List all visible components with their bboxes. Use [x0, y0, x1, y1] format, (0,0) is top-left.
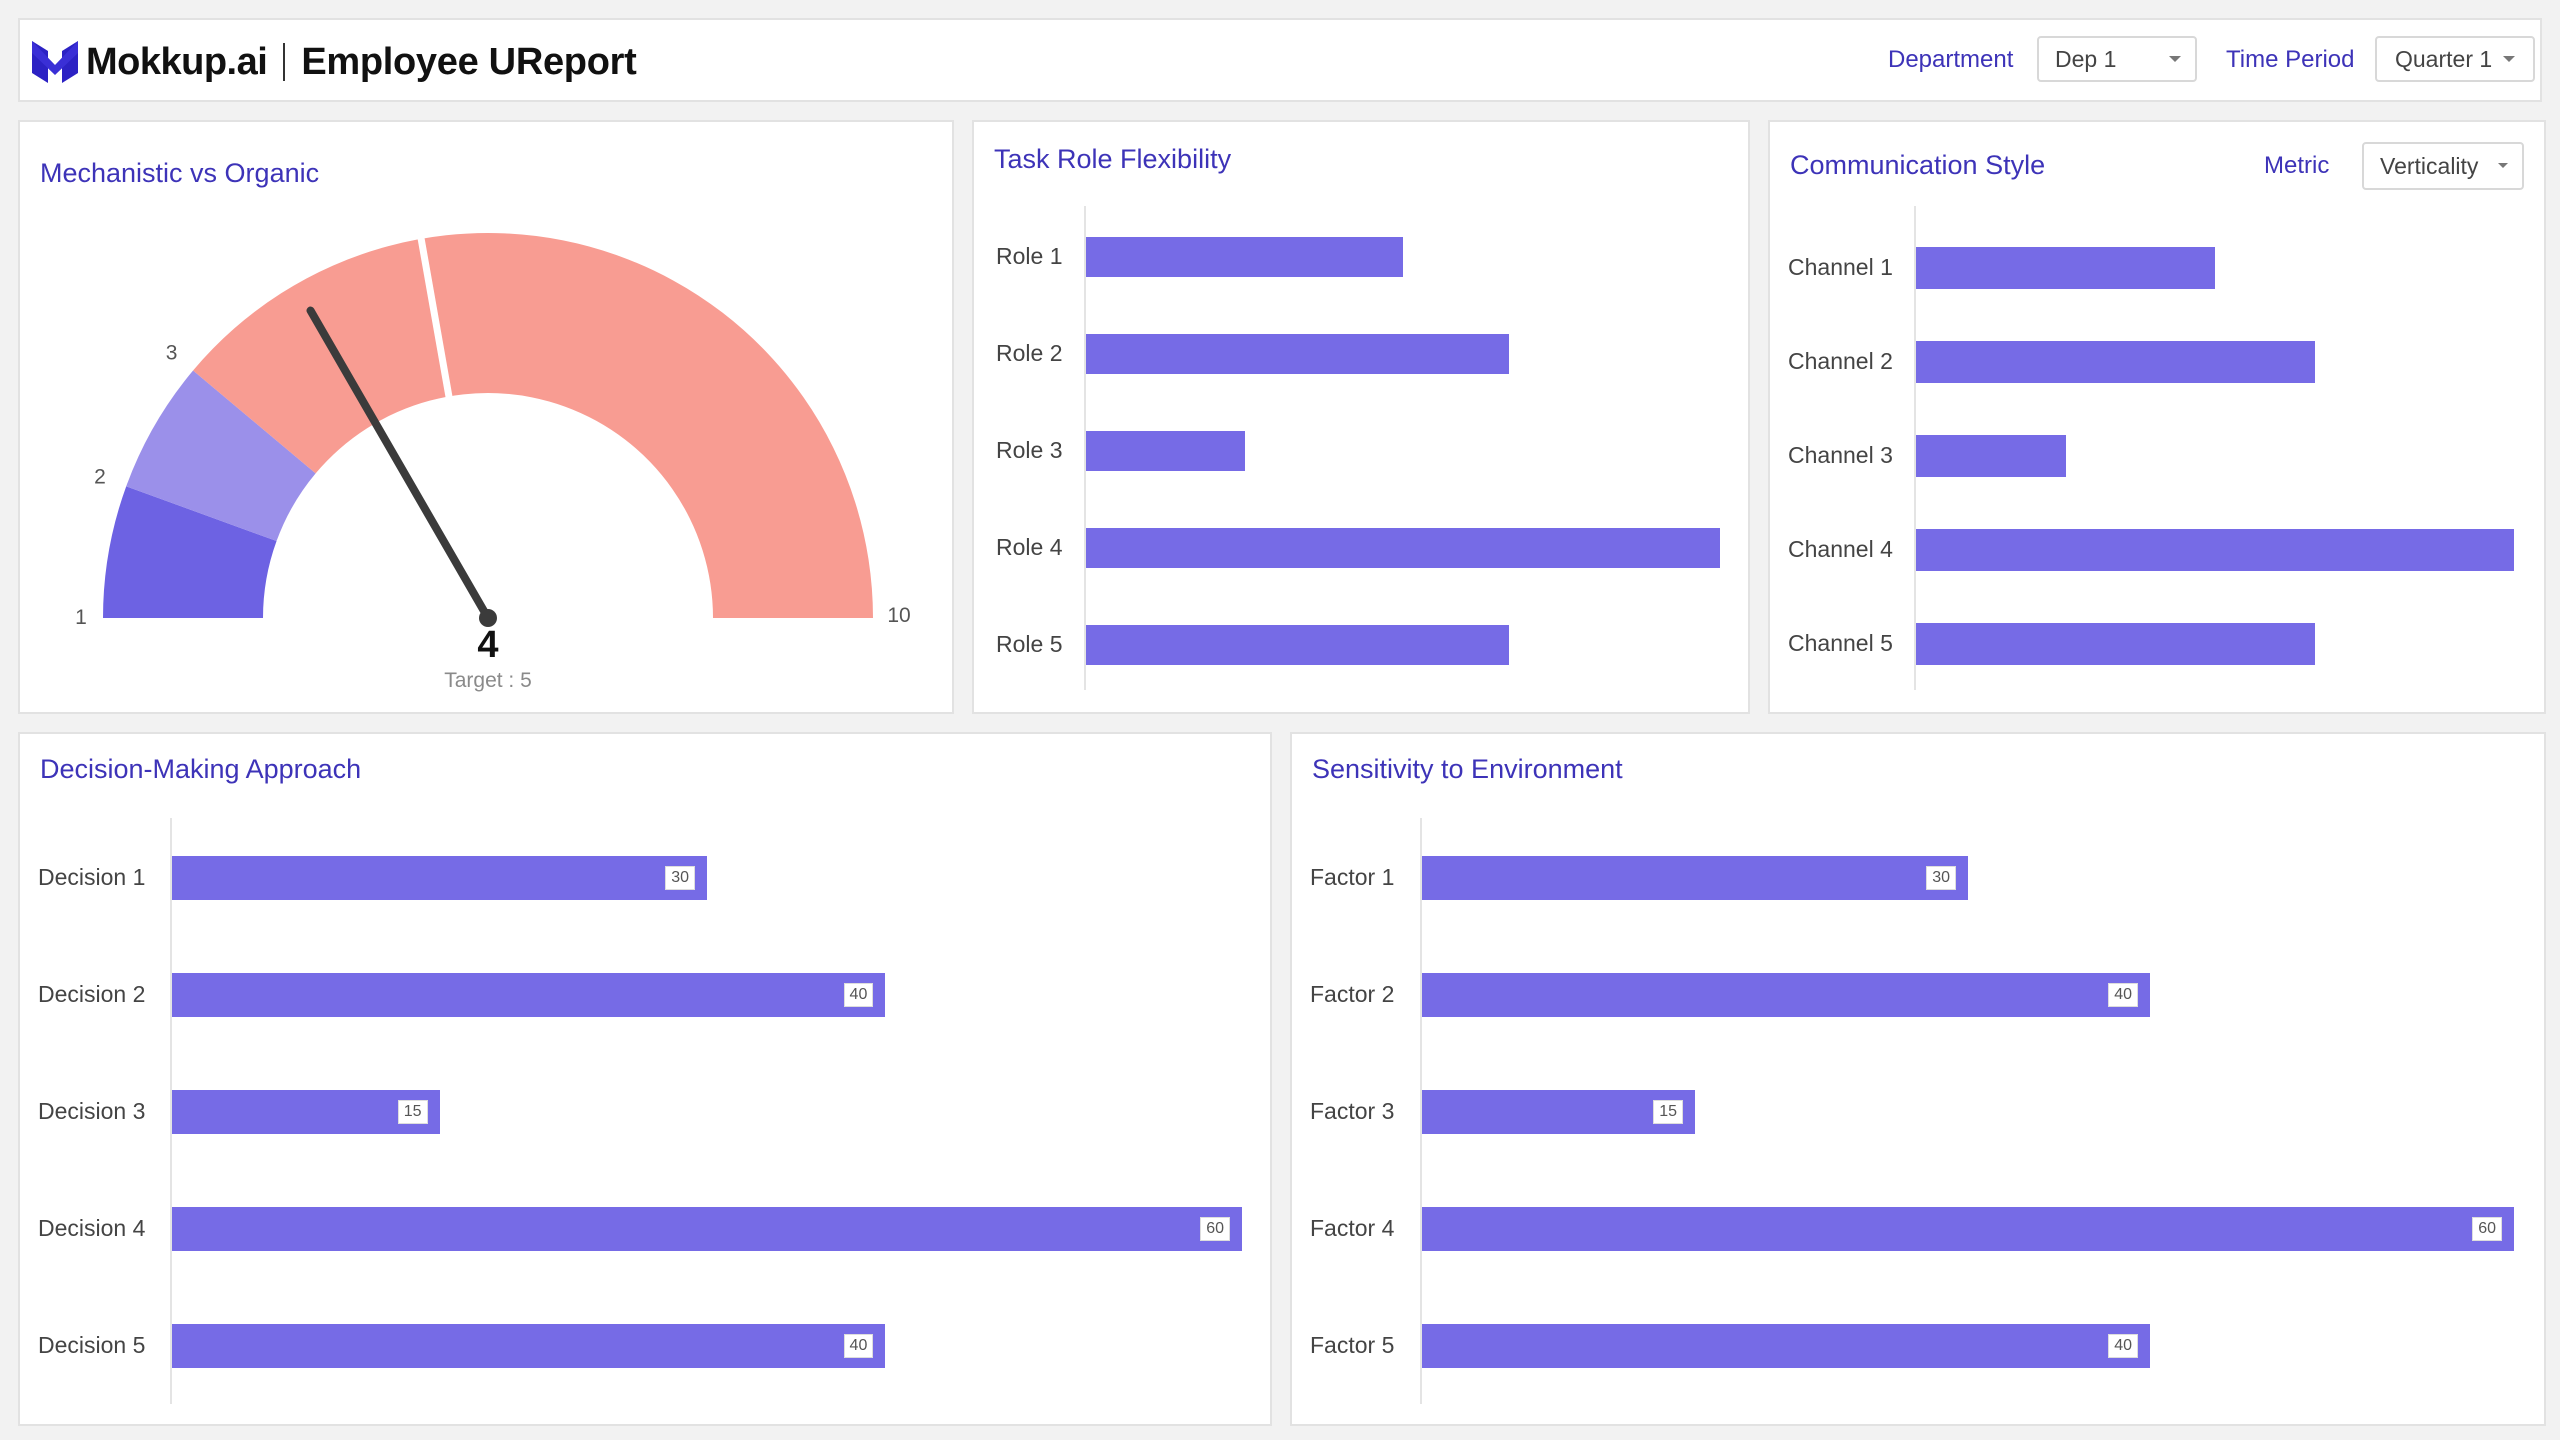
- bar[interactable]: [1422, 1324, 2150, 1368]
- category-label: Factor 5: [1310, 1332, 1395, 1358]
- time-period-value: Quarter 1: [2395, 45, 2493, 72]
- bar[interactable]: [1422, 1207, 2514, 1251]
- department-value: Dep 1: [2055, 45, 2117, 72]
- bar[interactable]: [172, 1090, 440, 1134]
- data-label: 40: [2108, 983, 2138, 1007]
- bar[interactable]: [1422, 973, 2150, 1017]
- gauge-value: 4: [477, 624, 498, 666]
- category-label: Decision 1: [38, 864, 146, 890]
- metric-label: Metric: [2264, 152, 2330, 179]
- bar[interactable]: [1916, 529, 2514, 571]
- category-label: Role 1: [996, 243, 1063, 269]
- category-label: Role 2: [996, 340, 1063, 366]
- chart-axis-line: [1914, 206, 1916, 690]
- data-label: 15: [1653, 1100, 1683, 1124]
- time-period-select[interactable]: Quarter 1: [2375, 36, 2535, 82]
- time-period-label: Time Period: [2226, 46, 2355, 73]
- category-label: Decision 4: [38, 1215, 146, 1241]
- gauge-segment-low: [103, 486, 277, 618]
- gauge-segment-high: [193, 233, 874, 618]
- category-label: Role 4: [996, 534, 1063, 560]
- bar[interactable]: [1916, 435, 2066, 477]
- app-title: Employee UReport: [301, 40, 637, 83]
- category-label: Decision 5: [38, 1332, 146, 1358]
- bar[interactable]: [1422, 1090, 1695, 1134]
- gauge-needle: [306, 306, 492, 622]
- chart-axis-line: [1420, 818, 1422, 1404]
- bar[interactable]: [1916, 341, 2315, 383]
- category-label: Channel 4: [1788, 536, 1893, 562]
- category-label: Factor 1: [1310, 864, 1395, 890]
- bar[interactable]: [1086, 431, 1245, 471]
- category-label: Role 5: [996, 631, 1063, 657]
- category-label: Channel 3: [1788, 442, 1893, 468]
- metric-value: Verticality: [2380, 152, 2479, 179]
- category-label: Channel 1: [1788, 254, 1893, 280]
- data-label: 15: [397, 1100, 428, 1124]
- bar[interactable]: [172, 1324, 886, 1368]
- metric-select[interactable]: Verticality: [2362, 142, 2524, 190]
- header-bar: Mokkup.ai Employee UReport Department De…: [18, 18, 2542, 102]
- mokkup-logo-icon: [32, 41, 78, 83]
- gauge-tick-1: 1: [75, 606, 87, 629]
- title-divider: [283, 43, 286, 81]
- bar[interactable]: [1916, 623, 2315, 665]
- bar[interactable]: [1086, 334, 1509, 374]
- mechanistic-organic-card: Mechanistic vs Organic 1 2 3 10 4 Target…: [18, 120, 954, 714]
- department-label: Department: [1888, 46, 2014, 73]
- bar[interactable]: [172, 856, 707, 900]
- brand-name: Mokkup.ai: [86, 40, 268, 83]
- category-label: Role 3: [996, 437, 1063, 463]
- category-label: Channel 2: [1788, 348, 1893, 374]
- data-label: 40: [843, 1334, 874, 1358]
- bar[interactable]: [172, 1207, 1242, 1251]
- card-title: Mechanistic vs Organic: [40, 158, 320, 188]
- chevron-down-icon: [2169, 56, 2181, 62]
- category-label: Decision 2: [38, 981, 146, 1007]
- card-title: Task Role Flexibility: [994, 144, 1232, 174]
- bar[interactable]: [1422, 856, 1968, 900]
- bar[interactable]: [1086, 625, 1509, 665]
- gauge-tick-3: 3: [166, 342, 178, 365]
- chart-axis-line: [170, 818, 172, 1404]
- data-label: 60: [2472, 1217, 2502, 1241]
- data-label: 30: [665, 866, 695, 890]
- bar[interactable]: [1086, 237, 1403, 277]
- gauge-tick-2: 2: [94, 466, 106, 489]
- chevron-down-icon: [2498, 163, 2508, 168]
- gauge-tick-10: 10: [887, 604, 910, 627]
- data-label: 40: [843, 983, 874, 1007]
- gauge-target-text: Target : 5: [444, 669, 532, 692]
- category-label: Factor 3: [1310, 1098, 1395, 1124]
- department-select[interactable]: Dep 1: [2037, 36, 2197, 82]
- category-label: Factor 2: [1310, 981, 1395, 1007]
- card-title: Sensitivity to Environment: [1312, 754, 1623, 784]
- gauge-chart: 1 2 3 10 4 Target : 5: [75, 233, 911, 692]
- logo: Mokkup.ai Employee UReport: [32, 38, 637, 86]
- gauge-segment-mid: [126, 370, 316, 542]
- decision-making-card: Decision-Making Approach Decision 1 30 Dec…: [18, 732, 1272, 1426]
- category-label: Factor 4: [1310, 1215, 1395, 1241]
- gauge-target-marker: [417, 236, 453, 399]
- chevron-down-icon: [2503, 56, 2515, 62]
- category-label: Channel 5: [1788, 630, 1893, 656]
- gauge-needle-hub: [479, 609, 497, 627]
- data-label: 60: [1200, 1217, 1230, 1241]
- chart-axis-line: [1084, 206, 1086, 690]
- task-role-flexibility-card: Task Role Flexibility Role 1 Role 2 Role 3…: [972, 120, 1750, 714]
- bar[interactable]: [172, 973, 886, 1017]
- communication-style-card: Communication Style Metric Verticality C…: [1768, 120, 2546, 714]
- card-title: Decision-Making Approach: [40, 754, 362, 784]
- data-label: 40: [2108, 1334, 2138, 1358]
- bar[interactable]: [1086, 528, 1720, 568]
- sensitivity-environment-card: Sensitivity to Environment Factor 1 30 Fac…: [1290, 732, 2546, 1426]
- category-label: Decision 3: [38, 1098, 146, 1124]
- data-label: 30: [1926, 866, 1956, 890]
- bar[interactable]: [1916, 247, 2215, 289]
- card-title: Communication Style: [1790, 150, 2046, 180]
